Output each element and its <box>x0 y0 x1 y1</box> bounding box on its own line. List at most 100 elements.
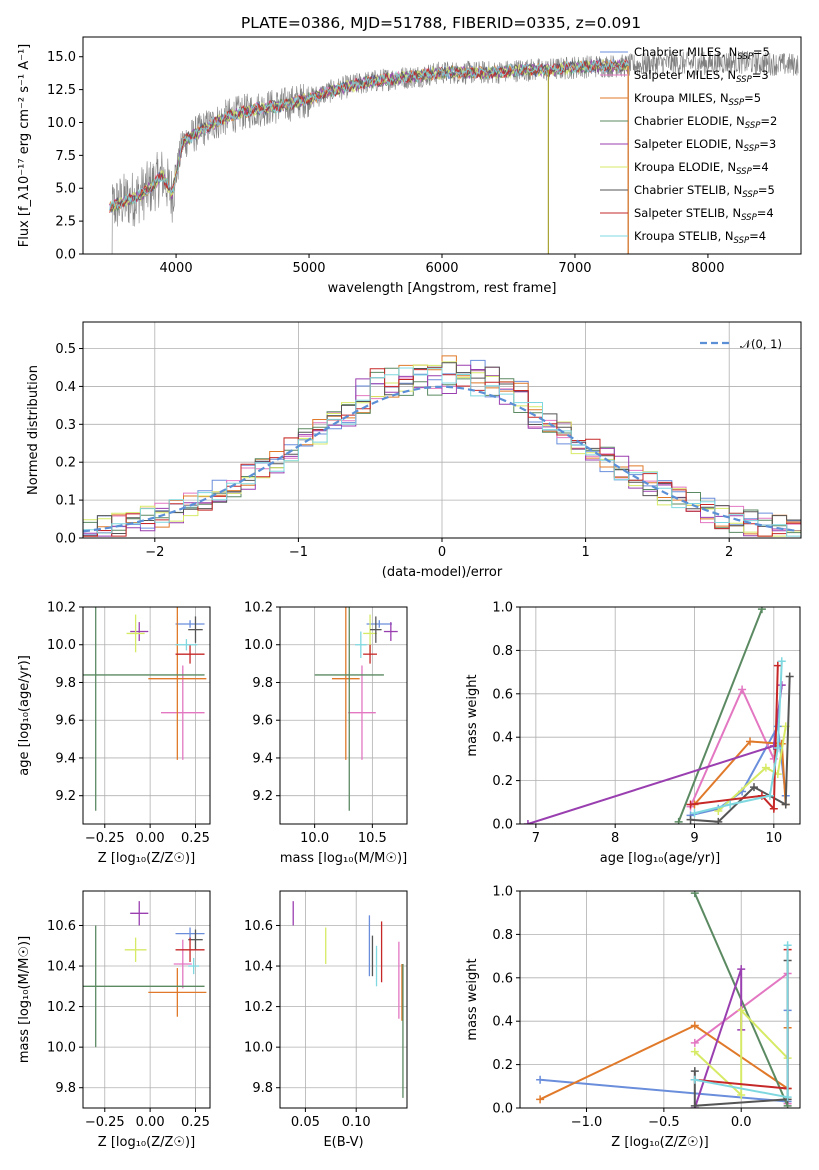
weight-marker-salpeter_stelib <box>773 661 782 670</box>
y-tick-label: 0.8 <box>492 928 513 943</box>
x-axis-label: (data-model)/error <box>382 565 503 580</box>
x-tick-label: 7 <box>532 831 540 846</box>
weight-marker-chabrier_stelib <box>781 800 790 809</box>
weight-marker-salpeter_miles <box>738 685 747 694</box>
x-tick-label: 0.25 <box>181 1115 210 1130</box>
y-tick-label: 0.8 <box>492 644 513 659</box>
x-tick-label: 7000 <box>558 261 591 276</box>
model-spectrum-kroupa_stelib <box>109 59 629 254</box>
residuals-panel: −2 −1 0 1 2 0.0 0.1 0.2 0.3 0.4 0.5 (data-model)/er… <box>26 321 802 580</box>
weight-marker-salpeter_elodie <box>523 820 532 824</box>
y-tick-label: 1.0 <box>492 601 513 616</box>
y-axis-label: Flux [f_λ10⁻¹⁷ erg cm⁻² s⁻¹ A⁻¹] <box>17 44 32 248</box>
y-tick-label: 9.4 <box>252 751 273 766</box>
weight-marker-kroupa_miles <box>536 1095 545 1104</box>
weight-marker-chabrier_stelib <box>686 815 695 824</box>
weight-line-kroupa_elodie <box>694 1007 789 1098</box>
legend-label: Salpeter ELODIE, NSSP=3 <box>634 137 776 154</box>
x-axis-label: Z [log₁₀(Z/Z☉)] <box>98 1135 195 1150</box>
x-tick-label: 9 <box>690 831 698 846</box>
x-tick-label: −0.5 <box>648 1115 680 1130</box>
grid <box>83 606 210 824</box>
y-tick-label: 9.8 <box>252 1081 273 1096</box>
weight-marker-kroupa_miles <box>690 1021 699 1030</box>
y-tick-label: 0.2 <box>492 774 513 789</box>
legend-label: Kroupa ELODIE, NSSP=4 <box>634 160 769 177</box>
legend-label: Kroupa MILES, NSSP=5 <box>634 91 761 108</box>
plot-area <box>292 901 404 1098</box>
weight-marker-chabrier_elodie <box>674 817 683 824</box>
y-tick-label: 2.5 <box>55 215 76 230</box>
axes-frame <box>519 890 801 1109</box>
x-tick-label: 0.0 <box>731 1115 752 1130</box>
x-tick-label: 0.00 <box>136 1115 165 1130</box>
x-tick-label: 0.00 <box>136 831 165 846</box>
x-tick-label: −1 <box>289 545 308 560</box>
x-tick-label: 10.5 <box>358 831 387 846</box>
y-tick-label: 12.5 <box>47 83 76 98</box>
spectrum-title: PLATE=0386, MJD=51788, FIBERID=0335, z=0… <box>241 14 641 32</box>
grid <box>520 890 800 1109</box>
y-tick-label: 0.0 <box>492 1102 513 1117</box>
y-tick-label: 10.2 <box>47 1000 76 1015</box>
y-tick-label: 15.0 <box>47 50 76 65</box>
y-tick-label: 0.6 <box>492 687 513 702</box>
y-tick-label: 9.8 <box>55 676 76 691</box>
histogram-kroupa_stelib <box>83 367 801 537</box>
weight-line-kroupa_elodie <box>717 726 787 812</box>
mass-vs-metallicity-panel: −0.25 0.00 0.25 9.8 10.0 10.2 10.4 10.6 Z [log₁₀… <box>17 890 211 1150</box>
plot-area <box>109 50 799 254</box>
y-tick-label: 0.3 <box>55 418 76 433</box>
y-tick-label: 1.0 <box>492 885 513 900</box>
weight-marker-kroupa_elodie <box>737 1006 746 1015</box>
plot-area <box>83 901 207 1048</box>
weight-marker-kroupa_elodie <box>761 763 770 772</box>
y-tick-label: 0.0 <box>55 248 76 263</box>
weight-marker-chabrier_stelib <box>714 817 723 824</box>
y-tick-label: 0.0 <box>492 818 513 833</box>
weight-vs-age-panel: 7 8 9 10 0.0 0.2 0.4 0.6 0.8 1.0 age [log₁₀(age/yr… <box>465 601 801 866</box>
y-axis-label: Normed distribution <box>26 365 41 495</box>
weight-marker-kroupa_stelib <box>777 657 786 666</box>
y-tick-label: 5.0 <box>55 182 76 197</box>
axes-frame <box>82 890 211 1109</box>
grid <box>83 891 210 1108</box>
y-axis-label: mass weight <box>465 958 480 1040</box>
x-tick-label: −2 <box>145 545 164 560</box>
legend-label: Salpeter STELIB, NSSP=4 <box>634 206 774 223</box>
legend-label: Chabrier MILES, NSSP=5 <box>634 45 770 62</box>
x-tick-label: 4000 <box>160 261 193 276</box>
x-tick-label: 8000 <box>691 261 724 276</box>
y-tick-label: 0.6 <box>492 971 513 986</box>
weight-marker-chabrier_stelib <box>785 672 794 681</box>
y-axis-label: mass weight <box>465 674 480 756</box>
y-tick-label: 10.4 <box>244 960 273 975</box>
x-tick-label: 8 <box>611 831 619 846</box>
y-tick-label: 0.2 <box>55 456 76 471</box>
weight-marker-salpeter_stelib <box>769 804 778 813</box>
plot-area <box>314 607 398 811</box>
plot-area <box>83 355 801 537</box>
x-axis-label: E(B-V) <box>323 1135 363 1150</box>
y-tick-label: 0.4 <box>55 380 76 395</box>
axes-frame <box>82 606 211 825</box>
y-tick-label: 9.8 <box>252 676 273 691</box>
model-spectrum-chabrier_elodie <box>109 59 629 254</box>
weight-marker-kroupa_miles <box>746 737 755 746</box>
y-tick-label: 9.8 <box>55 1081 76 1096</box>
x-tick-label: 0.05 <box>291 1115 320 1130</box>
weight-marker-chabrier_miles <box>536 1075 545 1084</box>
legend-label: Salpeter MILES, NSSP=3 <box>634 68 769 85</box>
grid <box>280 606 407 824</box>
y-tick-label: 0.4 <box>492 1015 513 1030</box>
x-tick-label: −0.25 <box>85 1115 125 1130</box>
weight-marker-chabrier_stelib <box>690 1101 699 1108</box>
weight-marker-chabrier_stelib <box>690 1067 699 1076</box>
model-spectrum-chabrier_miles <box>109 58 629 254</box>
y-tick-label: 0.1 <box>55 494 76 509</box>
y-tick-label: 10.0 <box>244 1041 273 1056</box>
weight-vs-metallicity-panel: −1.0 −0.5 0.0 0.0 0.2 0.4 0.6 0.8 1.0 Z [log₁₀(Z/… <box>465 885 801 1150</box>
weight-marker-kroupa_stelib <box>783 1093 792 1102</box>
y-tick-label: 10.2 <box>244 1000 273 1015</box>
model-spectrum-kroupa_elodie <box>109 59 629 254</box>
